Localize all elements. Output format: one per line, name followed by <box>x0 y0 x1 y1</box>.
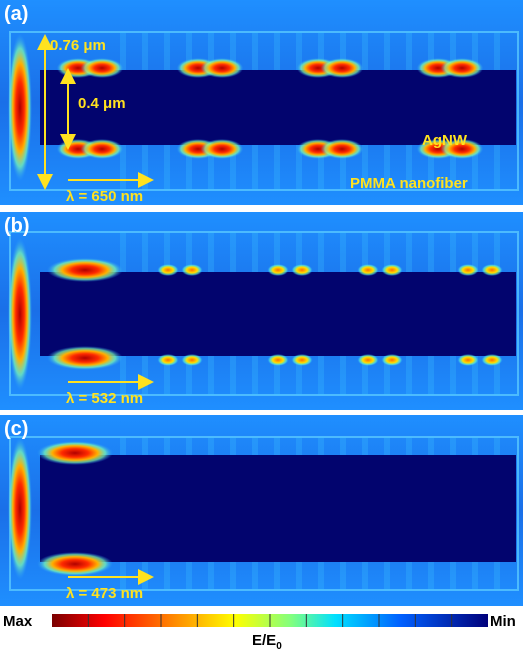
hotspot <box>457 264 479 276</box>
hotspot <box>37 552 113 576</box>
hotspot <box>481 264 503 276</box>
hotspot <box>267 354 289 366</box>
colorbar-max: Max <box>3 613 33 630</box>
annotations: 0.76 μm 0.4 μm AgNW PMMA nanofiber <box>37 34 468 192</box>
fiber-label: PMMA nanofiber <box>350 175 468 192</box>
panel-label: (b) <box>4 215 30 237</box>
hotspot <box>181 354 203 366</box>
hotspot <box>291 264 313 276</box>
hotspot <box>157 264 179 276</box>
panel-label: (a) <box>4 3 28 25</box>
nanowire <box>40 272 516 356</box>
hotspot <box>47 346 123 370</box>
hotspot <box>320 139 364 159</box>
edge-hotspot <box>8 33 32 182</box>
colorbar-min: Min <box>490 613 516 630</box>
hotspot <box>357 264 379 276</box>
hotspot <box>381 264 403 276</box>
panel-label: (c) <box>4 418 28 440</box>
panel: (b) λ = 532 nm <box>0 212 523 410</box>
hotspot <box>200 139 244 159</box>
nanowire <box>40 455 516 562</box>
colorbar-label: E/E0 <box>252 632 282 651</box>
hotspot <box>291 354 313 366</box>
wire-label: AgNW <box>422 132 468 149</box>
hotspot <box>157 354 179 366</box>
hotspot <box>320 58 364 78</box>
wavelength: λ = 650 nm <box>66 188 143 205</box>
wavelength: λ = 473 nm <box>66 585 143 602</box>
outer-dim: 0.76 μm <box>50 37 106 54</box>
hotspot <box>440 139 484 159</box>
hotspot <box>181 264 203 276</box>
hotspot <box>80 58 124 78</box>
edge-hotspot <box>8 237 32 391</box>
hotspot <box>200 58 244 78</box>
hotspot <box>357 354 379 366</box>
edge-hotspot <box>8 437 32 580</box>
panel: (a) λ = 650 nm <box>0 0 523 205</box>
wavelength: λ = 532 nm <box>66 390 143 407</box>
hotspot <box>37 441 113 465</box>
hotspot <box>457 354 479 366</box>
hotspot <box>381 354 403 366</box>
panel: (c) λ = 473 nm <box>0 415 523 606</box>
hotspot <box>481 354 503 366</box>
nanowire <box>40 70 516 145</box>
colorbar: Max Min E/E0 <box>3 613 516 651</box>
hotspot <box>440 58 484 78</box>
inner-dim: 0.4 μm <box>78 95 126 112</box>
hotspot <box>80 139 124 159</box>
hotspot <box>47 258 123 282</box>
hotspot <box>267 264 289 276</box>
